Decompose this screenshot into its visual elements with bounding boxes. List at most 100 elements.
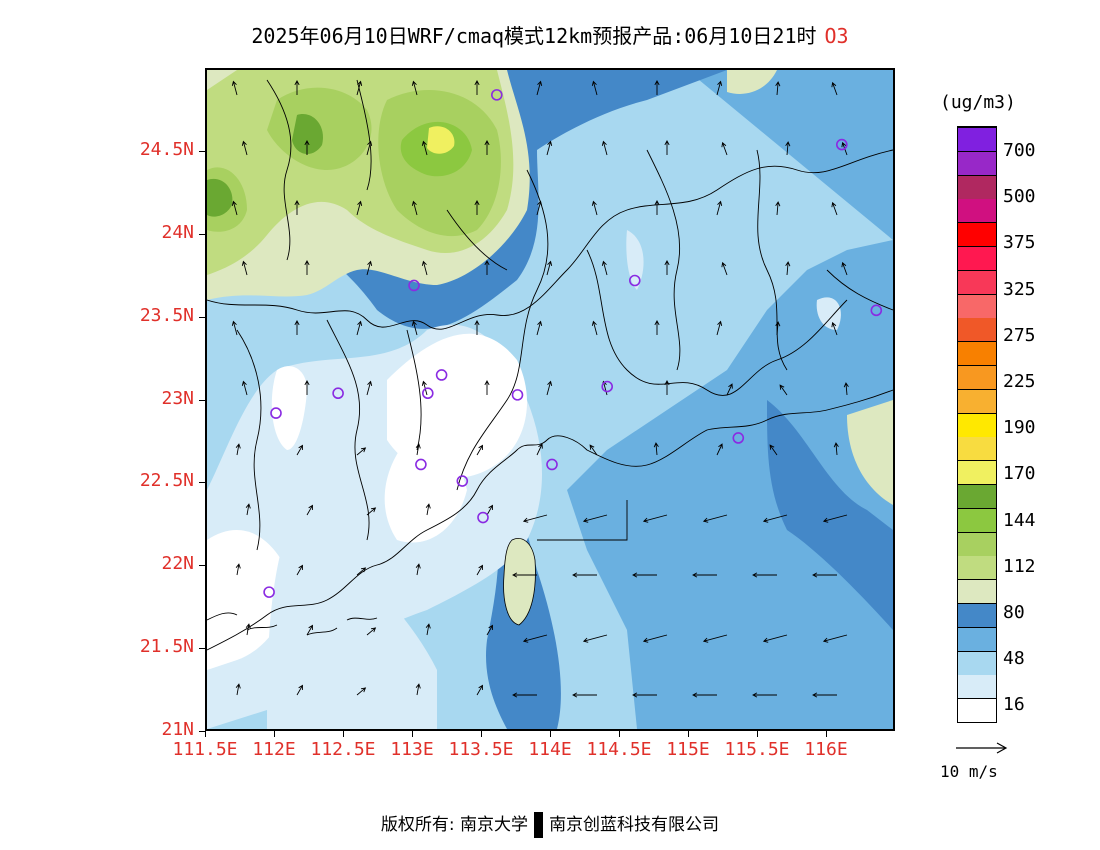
wind-arrow (692, 572, 717, 578)
colorbar-segment (958, 555, 996, 580)
station-marker (415, 458, 427, 471)
wind-arrow (294, 320, 300, 335)
wind-arrow (632, 572, 657, 578)
colorbar-segment (958, 460, 996, 485)
colorbar-segment (958, 412, 996, 437)
colorbar-label: 144 (1003, 509, 1036, 531)
lon-label: 116E (804, 739, 848, 760)
wind-arrows (231, 80, 849, 698)
wind-arrow (654, 320, 660, 335)
wind-arrow (831, 201, 838, 216)
wind-arrow (411, 320, 418, 336)
wind-arrow (486, 504, 493, 516)
wind-arrow (812, 572, 837, 578)
lat-label: 24.5N (139, 138, 194, 160)
wind-arrow (486, 624, 493, 636)
wind-arrow (582, 514, 608, 523)
colorbar-label: 275 (1003, 324, 1036, 346)
copyright-text: 版权所有: 南京大学 (380, 815, 529, 835)
field-dark-blue-east (767, 400, 893, 630)
colorbar (957, 126, 997, 723)
wind-arrow (664, 260, 670, 275)
wind-arrow (415, 443, 421, 456)
wind-arrow (241, 140, 248, 156)
lat-label: 21N (161, 719, 194, 740)
wind-arrow (512, 572, 537, 578)
colorbar-segment (958, 507, 996, 532)
lat-label: 22N (161, 553, 194, 575)
colorbar-segment (958, 531, 996, 556)
wind-arrow (716, 320, 723, 336)
wind-arrow (769, 444, 778, 456)
wind-arrow (775, 321, 781, 336)
wind-arrow (822, 634, 848, 643)
lon-label: 113.5E (448, 739, 514, 760)
wind-arrow (231, 320, 238, 336)
wind-arrow (421, 260, 428, 276)
colorbar-label: 48 (1003, 648, 1025, 670)
wind-arrow (831, 321, 838, 336)
wind-arrow (304, 140, 310, 155)
field-pale-blue-spot (626, 230, 644, 290)
wind-arrow (752, 692, 777, 698)
wind-arrow (702, 514, 728, 523)
wind-arrow (779, 384, 788, 396)
lon-label: 115E (666, 739, 710, 760)
colorbar-label: 170 (1003, 463, 1036, 485)
wind-arrow (425, 503, 431, 516)
lon-label: 114.5E (586, 739, 652, 760)
lon-tick (619, 731, 620, 737)
island (503, 538, 536, 626)
colorbar-segment (958, 603, 996, 627)
wind-arrow (484, 260, 490, 275)
wind-arrow (831, 81, 838, 96)
wind-arrow (366, 140, 373, 156)
colorbar-label: 375 (1003, 232, 1036, 254)
field-white-foshan (384, 437, 467, 543)
wind-arrow (356, 567, 367, 576)
station-marker (270, 407, 282, 419)
pollutant-species: O3 (824, 24, 849, 48)
wind-arrow (642, 514, 668, 523)
wind-arrow (415, 683, 421, 696)
wind-arrow (296, 684, 303, 696)
wind-arrow (356, 200, 363, 216)
field-pale-blue-spot-east (816, 297, 841, 330)
wind-arrow (421, 140, 428, 156)
wind-arrow (296, 564, 303, 576)
field-pale-green-coast (847, 400, 893, 505)
wind-arrow (366, 507, 377, 516)
wind-reference-label: 10 m/s (940, 762, 998, 781)
lon-tick (550, 731, 551, 737)
station-marker (435, 369, 448, 381)
colorbar-label: 190 (1003, 417, 1036, 439)
colorbar-label: 16 (1003, 694, 1025, 716)
station-marker (332, 387, 344, 400)
wind-arrow (785, 261, 791, 276)
colorbar-label: 700 (1003, 140, 1036, 161)
colorbar-segment (958, 222, 996, 247)
wind-arrow (591, 80, 598, 96)
lat-tick (199, 731, 205, 732)
station-marker (546, 458, 558, 471)
colorbar-segment (958, 127, 996, 151)
lon-tick (343, 731, 344, 737)
station-marker (408, 279, 420, 292)
field-yellow-peak (427, 126, 455, 154)
station-marker (263, 586, 275, 598)
station-marker (835, 138, 848, 151)
wind-arrow (721, 261, 728, 276)
field-pale-blue-south (267, 530, 437, 729)
colorbar-segment (958, 674, 996, 699)
footer: 版权所有: 南京大学 南京创蓝科技有限公司 (0, 810, 1100, 838)
field-dark-green-b (207, 178, 233, 217)
lon-tick (688, 731, 689, 737)
wind-arrow (775, 81, 781, 96)
wind-arrow (654, 200, 660, 215)
wind-arrow (822, 514, 848, 523)
wind-arrow (546, 380, 553, 396)
wind-arrow (762, 634, 788, 643)
lon-label: 112.5E (310, 739, 376, 760)
monitoring-stations (263, 89, 883, 598)
colorbar-segment (958, 341, 996, 366)
